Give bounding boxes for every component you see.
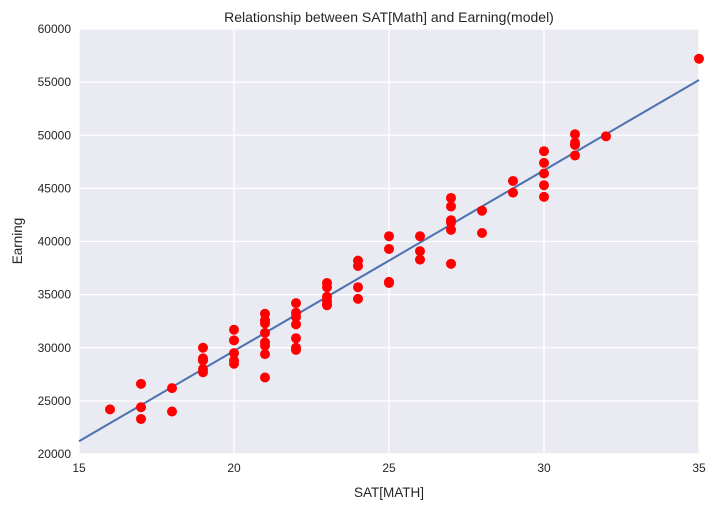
data-point xyxy=(198,367,208,378)
data-point xyxy=(167,406,177,417)
data-point xyxy=(291,298,301,309)
data-point xyxy=(260,327,270,338)
data-point xyxy=(694,53,704,64)
data-point xyxy=(291,344,301,355)
x-tick-label: 20 xyxy=(227,461,241,475)
data-point xyxy=(446,258,456,269)
data-point xyxy=(415,246,425,257)
y-tick-label: 60000 xyxy=(38,22,72,36)
data-points xyxy=(105,53,704,424)
data-point xyxy=(601,131,611,142)
x-tick-labels: 15 20 25 30 35 xyxy=(72,461,706,475)
x-tick-label: 25 xyxy=(382,461,396,475)
data-point xyxy=(198,355,208,366)
y-tick-label: 20000 xyxy=(38,447,72,461)
x-tick-label: 15 xyxy=(72,461,86,475)
data-point xyxy=(384,231,394,242)
data-point xyxy=(570,139,580,150)
data-point xyxy=(539,180,549,191)
data-point xyxy=(291,333,301,344)
data-point xyxy=(260,318,270,329)
data-point xyxy=(291,319,301,330)
y-tick-label: 50000 xyxy=(38,128,72,142)
data-point xyxy=(384,277,394,288)
data-point xyxy=(446,224,456,235)
data-point xyxy=(322,282,332,293)
data-point xyxy=(260,340,270,351)
data-point xyxy=(508,175,518,186)
data-point xyxy=(539,168,549,179)
data-point xyxy=(229,335,239,346)
data-point xyxy=(260,372,270,383)
data-point xyxy=(353,282,363,293)
data-point xyxy=(415,231,425,242)
data-point xyxy=(415,254,425,265)
data-point xyxy=(570,129,580,140)
fit-line-group xyxy=(78,79,700,443)
y-tick-label: 55000 xyxy=(38,75,72,89)
data-point xyxy=(136,413,146,424)
data-point xyxy=(105,404,115,415)
data-point xyxy=(477,228,487,238)
data-point xyxy=(446,217,456,228)
x-tick-label: 35 xyxy=(692,461,706,475)
chart-title: Relationship between SAT[Math] and Earni… xyxy=(224,9,554,25)
data-point xyxy=(353,260,363,271)
y-tick-label: 30000 xyxy=(38,341,72,355)
y-axis-title: Earning xyxy=(10,218,25,265)
data-point xyxy=(136,402,146,413)
data-point xyxy=(508,187,518,198)
data-point xyxy=(539,191,549,202)
y-tick-label: 35000 xyxy=(38,288,72,302)
data-point xyxy=(477,205,487,216)
data-point xyxy=(167,383,177,394)
data-point xyxy=(229,324,239,335)
data-point xyxy=(229,348,239,359)
data-point xyxy=(136,378,146,389)
y-tick-labels: 20000 25000 30000 35000 40000 45000 50000 55000… xyxy=(38,22,72,461)
data-point xyxy=(570,150,580,161)
data-point xyxy=(322,299,332,310)
data-point xyxy=(384,243,394,254)
y-tick-label: 40000 xyxy=(38,235,72,249)
y-tick-label: 25000 xyxy=(38,394,72,408)
data-point xyxy=(446,192,456,203)
data-point xyxy=(353,293,363,304)
data-point xyxy=(260,349,270,360)
data-point xyxy=(229,358,239,369)
data-point xyxy=(291,311,301,322)
data-point xyxy=(539,146,549,157)
x-tick-label: 30 xyxy=(537,461,551,475)
data-point xyxy=(446,201,456,212)
grid-lines xyxy=(78,28,700,455)
regression-line xyxy=(78,79,700,443)
data-point xyxy=(198,342,208,353)
x-axis-title: SAT[MATH] xyxy=(354,485,424,500)
y-tick-label: 45000 xyxy=(38,181,72,195)
data-point xyxy=(539,157,549,168)
